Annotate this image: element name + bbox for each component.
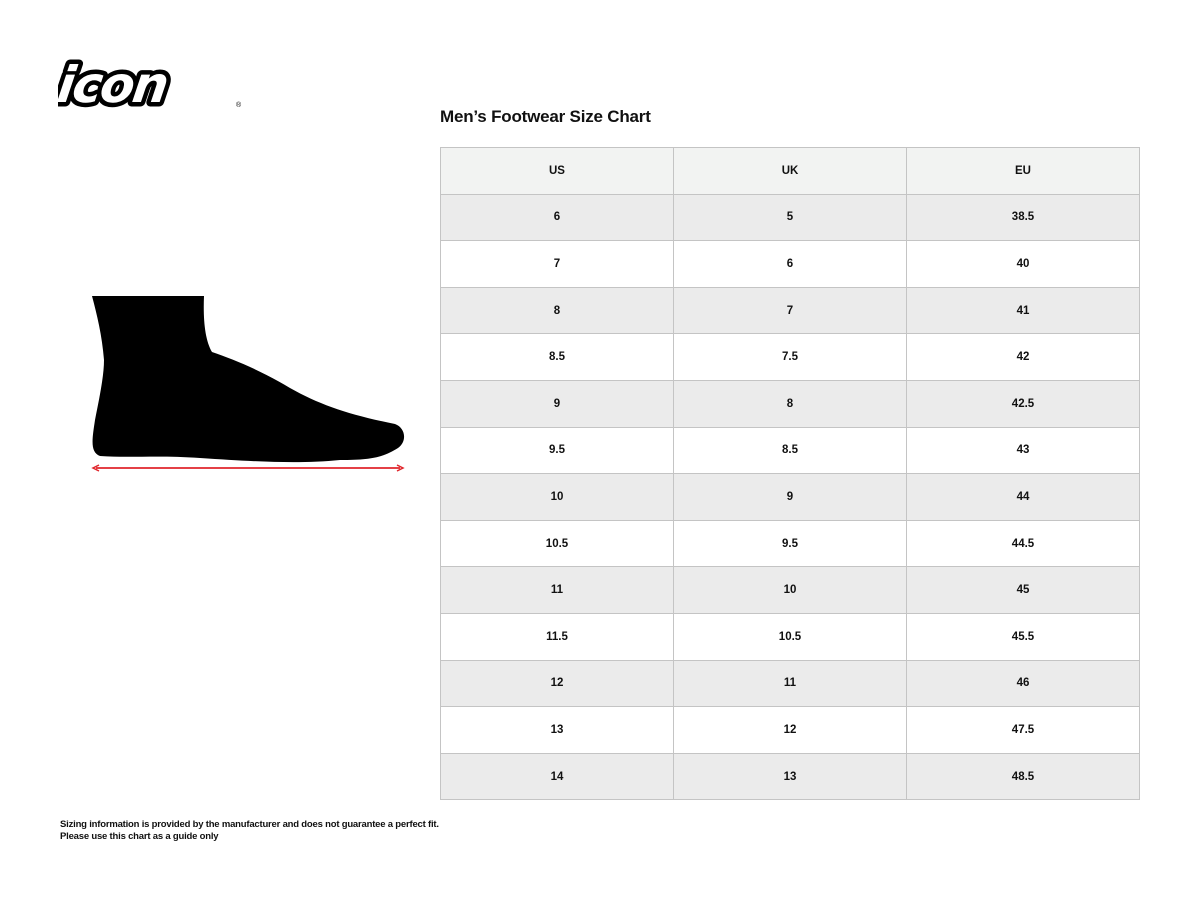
cell-uk: 6 [673, 240, 907, 288]
logo-wordmark: icon [58, 56, 171, 108]
cell-uk: 5 [673, 193, 907, 242]
disclaimer-line-1: Sizing information is provided by the ma… [60, 819, 439, 830]
column-header-eu: EU [906, 147, 1140, 195]
cell-eu: 44.5 [906, 519, 1140, 568]
table-header-row: US UK EU [440, 147, 1140, 195]
table-row: 11.5 10.5 45.5 [440, 612, 1140, 661]
table-row: 9.5 8.5 43 [440, 426, 1140, 475]
cell-eu: 43 [906, 426, 1140, 475]
cell-uk: 8.5 [673, 426, 907, 475]
cell-us: 13 [440, 706, 674, 754]
table-row: 13 12 47.5 [440, 706, 1140, 754]
cell-uk: 7.5 [673, 333, 907, 381]
page-title: Men’s Footwear Size Chart [440, 107, 651, 126]
cell-us: 12 [440, 659, 674, 708]
size-chart-table: US UK EU 6 5 38.5 7 6 40 8 7 41 8.5 7.5 42 9 8 42.5 9.5… [440, 147, 1140, 801]
cell-uk: 7 [673, 286, 907, 335]
table-row: 10 9 44 [440, 473, 1140, 521]
table-row: 11 10 45 [440, 566, 1140, 614]
column-header-us: US [440, 147, 674, 195]
disclaimer-line-2: Please use this chart as a guide only [60, 831, 219, 842]
cell-us: 8 [440, 286, 674, 335]
cell-uk: 11 [673, 659, 907, 708]
cell-us: 10.5 [440, 519, 674, 568]
icon-brand-logo: icon ® [58, 56, 242, 108]
cell-us: 11.5 [440, 612, 674, 661]
cell-us: 8.5 [440, 333, 674, 381]
cell-eu: 45.5 [906, 612, 1140, 661]
table-row: 8 7 41 [440, 286, 1140, 335]
cell-uk: 9 [673, 473, 907, 521]
cell-us: 9.5 [440, 426, 674, 475]
cell-uk: 9.5 [673, 519, 907, 568]
registered-mark: ® [236, 101, 242, 108]
cell-eu: 46 [906, 659, 1140, 708]
table-row: 10.5 9.5 44.5 [440, 519, 1140, 568]
cell-uk: 12 [673, 706, 907, 754]
cell-uk: 8 [673, 379, 907, 428]
disclaimer-note: Sizing information is provided by the ma… [60, 819, 439, 843]
cell-uk: 10 [673, 566, 907, 614]
column-header-uk: UK [673, 147, 907, 195]
cell-us: 11 [440, 566, 674, 614]
cell-us: 6 [440, 193, 674, 242]
cell-eu: 41 [906, 286, 1140, 335]
foot-silhouette-icon [91, 296, 405, 472]
cell-eu: 48.5 [906, 752, 1140, 801]
cell-uk: 10.5 [673, 612, 907, 661]
cell-eu: 40 [906, 240, 1140, 288]
cell-eu: 47.5 [906, 706, 1140, 754]
cell-eu: 42.5 [906, 379, 1140, 428]
table-row: 9 8 42.5 [440, 379, 1140, 428]
cell-us: 9 [440, 379, 674, 428]
cell-us: 14 [440, 752, 674, 801]
table-row: 7 6 40 [440, 240, 1140, 288]
cell-eu: 44 [906, 473, 1140, 521]
table-row: 14 13 48.5 [440, 752, 1140, 801]
cell-eu: 42 [906, 333, 1140, 381]
cell-us: 10 [440, 473, 674, 521]
cell-us: 7 [440, 240, 674, 288]
table-row: 8.5 7.5 42 [440, 333, 1140, 381]
cell-uk: 13 [673, 752, 907, 801]
table-row: 12 11 46 [440, 659, 1140, 708]
cell-eu: 45 [906, 566, 1140, 614]
table-row: 6 5 38.5 [440, 193, 1140, 242]
cell-eu: 38.5 [906, 193, 1140, 242]
